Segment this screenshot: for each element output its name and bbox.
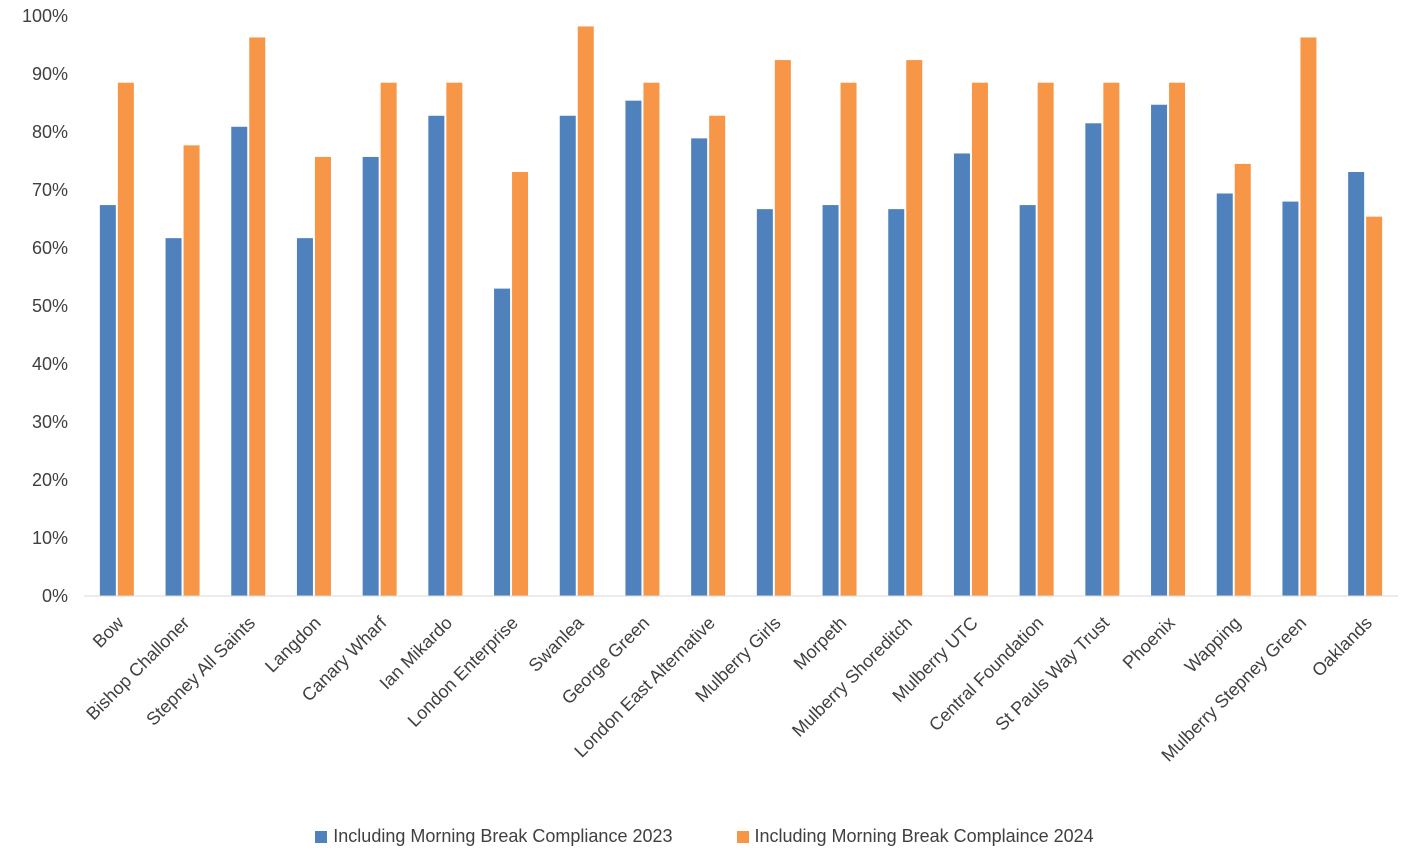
bar-series-2 xyxy=(446,82,463,596)
y-tick-label: 40% xyxy=(32,354,68,374)
bar-series-2 xyxy=(840,82,857,596)
bar-series-1 xyxy=(756,209,773,596)
bar-series-2 xyxy=(512,172,529,596)
x-tick-label: Phoenix xyxy=(1119,613,1179,673)
legend-label-2024: Including Morning Break Complaince 2024 xyxy=(754,826,1094,846)
bar-series-1 xyxy=(559,115,576,596)
bar-series-1 xyxy=(1216,193,1233,597)
bar-series-2 xyxy=(380,82,397,596)
bar-series-1 xyxy=(1282,201,1299,596)
bar-series-2 xyxy=(971,82,988,596)
legend-swatch-2023 xyxy=(315,830,328,843)
y-tick-label: 10% xyxy=(32,528,68,548)
legend: Including Morning Break Compliance 2023 … xyxy=(0,826,1409,847)
bar-series-1 xyxy=(691,138,708,596)
bar-series-1 xyxy=(165,238,182,596)
bar-series-1 xyxy=(1151,104,1168,597)
y-tick-label: 60% xyxy=(32,238,68,258)
bar-series-1 xyxy=(1019,205,1036,596)
bar-series-2 xyxy=(709,115,726,596)
bar-series-2 xyxy=(1300,37,1317,596)
bar-series-1 xyxy=(99,205,116,596)
bar-series-1 xyxy=(625,100,642,597)
y-tick-label: 90% xyxy=(32,64,68,84)
bar-series-2 xyxy=(1103,82,1120,596)
bar-series-2 xyxy=(183,145,200,596)
y-tick-label: 70% xyxy=(32,180,68,200)
bar-series-2 xyxy=(774,60,791,596)
bar-series-1 xyxy=(296,238,313,596)
bar-series-2 xyxy=(1037,82,1054,596)
bar-series-1 xyxy=(231,126,248,596)
bar-series-1 xyxy=(1085,123,1102,597)
bar-series-1 xyxy=(953,153,970,596)
legend-item-2023: Including Morning Break Compliance 2023 xyxy=(315,826,673,847)
bar-series-1 xyxy=(428,115,445,596)
x-tick-label: London Enterprise xyxy=(404,613,522,731)
bar-series-1 xyxy=(494,288,511,596)
bar-series-2 xyxy=(906,60,923,596)
y-axis: 0% 10% 20% 30% 40% 50% 60% 70% 80% 90% 100% xyxy=(22,6,68,606)
y-tick-label: 50% xyxy=(32,296,68,316)
x-tick-label: Central Foundation xyxy=(925,613,1047,735)
bar-series-2 xyxy=(643,82,660,596)
x-tick-label: Stepney All Saints xyxy=(142,613,259,730)
legend-item-2024: Including Morning Break Complaince 2024 xyxy=(736,826,1094,847)
bar-series-2 xyxy=(577,26,594,596)
bar-series-2 xyxy=(1366,216,1383,596)
x-tick-label: Bow xyxy=(89,612,129,652)
y-tick-label: 80% xyxy=(32,122,68,142)
bar-series-2 xyxy=(1234,163,1251,596)
x-tick-label: St Pauls Way Trust xyxy=(991,613,1113,735)
x-tick-label: Oaklands xyxy=(1308,613,1376,681)
bar-series-1 xyxy=(362,156,379,596)
x-tick-label: Wapping xyxy=(1181,613,1245,677)
bar-series-2 xyxy=(249,37,266,596)
y-tick-label: 30% xyxy=(32,412,68,432)
bar-series-2 xyxy=(1169,82,1186,596)
legend-label-2023: Including Morning Break Compliance 2023 xyxy=(333,826,673,846)
y-tick-label: 20% xyxy=(32,470,68,490)
bar-series-2 xyxy=(314,156,331,596)
x-tick-label: Mulberry Shoreditch xyxy=(788,613,916,741)
bar-series-1 xyxy=(888,209,905,596)
bar-series-1 xyxy=(822,205,839,596)
x-tick-label: Langdon xyxy=(261,613,325,677)
bar-series-1 xyxy=(1348,172,1365,596)
x-tick-label: Morpeth xyxy=(790,613,851,674)
bars xyxy=(99,26,1383,597)
y-tick-label: 100% xyxy=(22,6,68,26)
bar-series-2 xyxy=(117,82,134,596)
legend-swatch-2024 xyxy=(736,830,749,843)
y-tick-label: 0% xyxy=(42,586,68,606)
x-tick-label: Swanlea xyxy=(525,612,589,676)
